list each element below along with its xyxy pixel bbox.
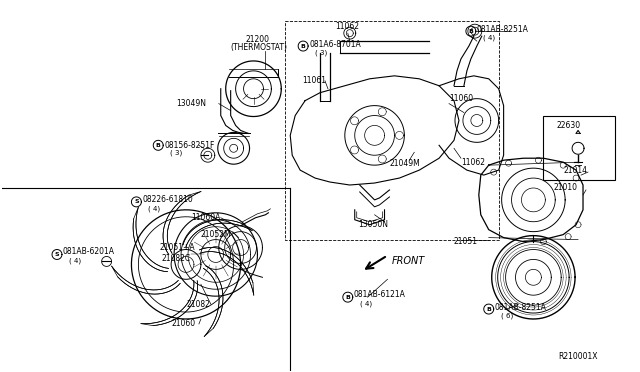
Text: (THERMOSTAT): (THERMOSTAT): [230, 42, 287, 52]
Text: 11061: 11061: [302, 76, 326, 85]
Text: 11062: 11062: [335, 22, 359, 31]
Text: 081A6-8701A: 081A6-8701A: [309, 39, 361, 49]
Text: 081AB-8251A: 081AB-8251A: [477, 25, 529, 34]
Text: 13049N: 13049N: [176, 99, 206, 108]
Text: 21052M: 21052M: [201, 230, 232, 239]
Text: 13050N: 13050N: [358, 220, 388, 229]
Text: ( 3): ( 3): [315, 50, 327, 56]
Text: ( 3): ( 3): [170, 150, 182, 157]
Text: B: B: [301, 44, 305, 49]
Bar: [543, 116, 615, 180]
Text: B: B: [346, 295, 350, 300]
Text: B: B: [468, 29, 474, 33]
Text: 21082C: 21082C: [161, 254, 190, 263]
Text: 21082: 21082: [186, 299, 210, 309]
Text: 08226-61810: 08226-61810: [142, 195, 193, 204]
Text: 21051+A: 21051+A: [159, 243, 195, 252]
Text: B: B: [156, 143, 161, 148]
Text: B: B: [486, 307, 491, 312]
Text: 22630: 22630: [556, 121, 580, 130]
Text: S: S: [134, 199, 139, 204]
Text: 081AB-6201A: 081AB-6201A: [63, 247, 115, 256]
Text: 08156-8251F: 08156-8251F: [164, 141, 214, 150]
Text: ( 4): ( 4): [360, 301, 372, 307]
Text: 21051: 21051: [454, 237, 478, 246]
Text: 081AB-8251A: 081AB-8251A: [495, 302, 547, 312]
Text: 11060: 11060: [449, 94, 473, 103]
Text: 11060A: 11060A: [191, 213, 220, 222]
Text: 21014: 21014: [563, 166, 587, 174]
Text: ( 4): ( 4): [148, 206, 161, 212]
Text: R210001X: R210001X: [558, 352, 598, 361]
Text: ( 4): ( 4): [69, 257, 81, 264]
Text: 11062: 11062: [461, 158, 485, 167]
Text: 21010: 21010: [553, 183, 577, 192]
Text: ( 4): ( 4): [483, 35, 495, 41]
Text: 21200: 21200: [246, 35, 269, 44]
Text: ( 6): ( 6): [500, 313, 513, 319]
Text: 21049M: 21049M: [390, 159, 420, 168]
Text: 21060: 21060: [171, 320, 195, 328]
Text: FRONT: FRONT: [392, 256, 425, 266]
Text: 081AB-6121A: 081AB-6121A: [354, 290, 406, 299]
Text: S: S: [54, 252, 60, 257]
